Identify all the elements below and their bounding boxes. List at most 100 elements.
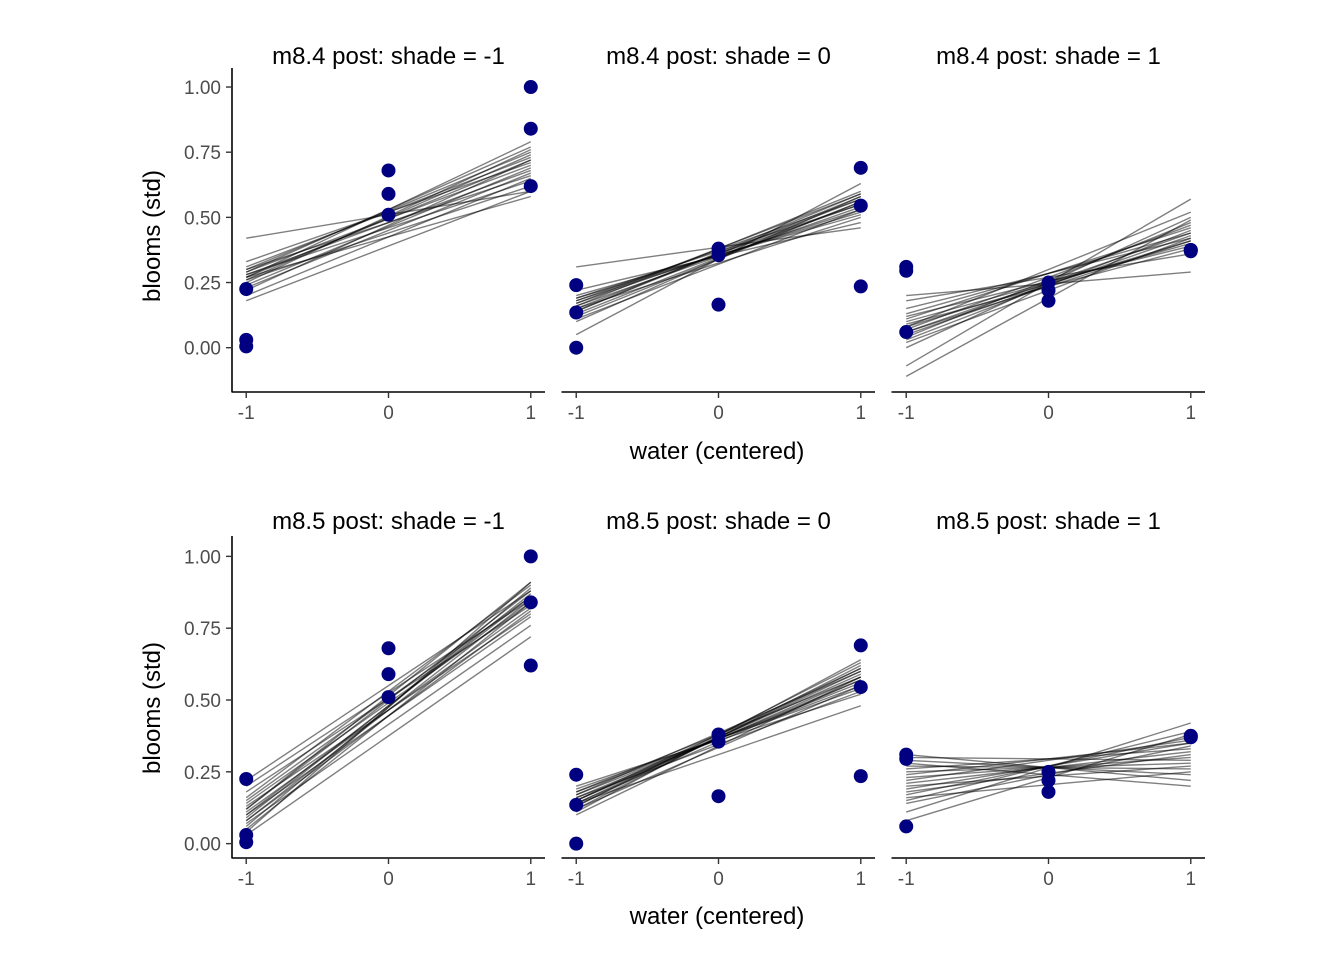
data-point: [711, 297, 726, 312]
posterior-line: [245, 636, 532, 836]
x-tick-label: -1: [898, 403, 915, 424]
data-point: [523, 658, 538, 673]
data-point: [1183, 244, 1198, 259]
y-tick-label: 1.00: [184, 78, 221, 99]
x-tick-label: 1: [1185, 869, 1196, 890]
data-point: [853, 769, 868, 784]
x-tick-label: -1: [238, 869, 255, 890]
panel-title: m8.4 post: shade = -1: [272, 43, 505, 70]
x-tick-label: -1: [898, 869, 915, 890]
data-point: [853, 198, 868, 213]
data-point: [523, 549, 538, 564]
panel-title: m8.5 post: shade = -1: [272, 508, 505, 535]
data-point: [1041, 784, 1056, 799]
y-tick-label: 0.75: [184, 619, 221, 640]
panel-6: m8.5 post: shade = 1 -1 0 1: [891, 508, 1205, 890]
panel-2: m8.4 post: shade = 0 -1 0 1: [561, 43, 875, 424]
data-point: [853, 279, 868, 294]
data-point: [569, 278, 584, 293]
y-tick-label: 0.25: [184, 274, 221, 295]
data-point: [239, 835, 254, 850]
posterior-line: [246, 195, 531, 278]
data-point: [1041, 283, 1056, 298]
x-tick-label: 0: [383, 869, 394, 890]
x-tick-label: 1: [855, 403, 866, 424]
x-tick-label: -1: [238, 403, 255, 424]
data-point: [711, 734, 726, 749]
panel-title: m8.5 post: shade = 1: [936, 508, 1161, 535]
data-point: [381, 207, 396, 222]
y-tick-label: 0.00: [184, 835, 221, 856]
panel-4: m8.5 post: shade = -1 0.00 0.25 0.50 0.75 1.0…: [184, 508, 545, 890]
panel-5: m8.5 post: shade = 0 -1 0 1: [561, 508, 875, 890]
posterior-line: [246, 180, 531, 276]
data-point: [853, 638, 868, 653]
y-tick-label: 0.75: [184, 143, 221, 164]
data-point: [853, 160, 868, 175]
posterior-line: [245, 590, 532, 782]
data-point: [239, 772, 254, 786]
data-point: [523, 121, 538, 136]
posterior-line: [245, 610, 532, 822]
data-point: [523, 595, 538, 610]
x-tick-label: 1: [525, 403, 536, 424]
data-point: [853, 680, 868, 695]
y-tick-label: 1.00: [184, 547, 221, 568]
ylabel-row2: blooms (std): [139, 642, 166, 774]
posterior-line: [906, 756, 1191, 762]
data-point: [381, 641, 396, 656]
x-tick-label: 0: [1043, 403, 1054, 424]
data-point: [381, 163, 396, 178]
panel-title: m8.5 post: shade = 0: [606, 508, 831, 535]
data-point: [899, 263, 914, 278]
data-point: [239, 339, 254, 354]
panel-3: m8.4 post: shade = 1 -1 0 1: [891, 43, 1205, 424]
data-point: [711, 789, 726, 804]
posterior-line: [246, 174, 531, 271]
x-tick-label: 1: [855, 869, 866, 890]
posterior-line: [245, 167, 532, 286]
data-point: [711, 248, 726, 263]
y-tick-label: 0.25: [184, 763, 221, 784]
data-point: [239, 282, 254, 297]
data-point: [569, 836, 584, 851]
data-point: [569, 797, 584, 812]
posterior-line: [906, 739, 1191, 782]
xlabel-row1: water (centered): [629, 438, 805, 465]
data-point: [1183, 730, 1198, 745]
posterior-line: [245, 172, 532, 289]
x-tick-label: 0: [1043, 869, 1054, 890]
data-point: [569, 340, 584, 355]
panel-title: m8.4 post: shade = 0: [606, 43, 831, 70]
data-point: [899, 325, 914, 340]
data-point: [1041, 773, 1056, 788]
data-point: [899, 819, 914, 834]
y-tick-label: 0.50: [184, 208, 221, 229]
posterior-line: [245, 624, 532, 825]
posterior-line: [576, 705, 861, 805]
data-point: [381, 690, 396, 705]
panel-1: m8.4 post: shade = -1 0.00 0.25 0.50 0.75 1.0…: [184, 43, 545, 424]
y-tick-label: 0.00: [184, 339, 221, 360]
data-point: [523, 179, 538, 194]
x-tick-label: 0: [383, 403, 394, 424]
data-point: [523, 80, 538, 95]
x-tick-label: -1: [568, 403, 585, 424]
data-point: [1041, 293, 1056, 308]
data-point: [569, 767, 584, 782]
data-point: [569, 305, 584, 320]
data-point: [899, 751, 914, 766]
x-tick-label: 1: [1185, 403, 1196, 424]
ylabel-row1: blooms (std): [139, 170, 166, 302]
panel-title: m8.4 post: shade = 1: [936, 43, 1161, 70]
x-tick-label: 0: [713, 403, 724, 424]
x-tick-label: 0: [713, 869, 724, 890]
x-tick-label: -1: [568, 869, 585, 890]
x-tick-label: 1: [525, 869, 536, 890]
xlabel-row2: water (centered): [629, 903, 805, 930]
data-point: [381, 186, 396, 201]
y-tick-label: 0.50: [184, 691, 221, 712]
posterior-line: [576, 216, 861, 310]
posterior-line: [905, 211, 1192, 328]
